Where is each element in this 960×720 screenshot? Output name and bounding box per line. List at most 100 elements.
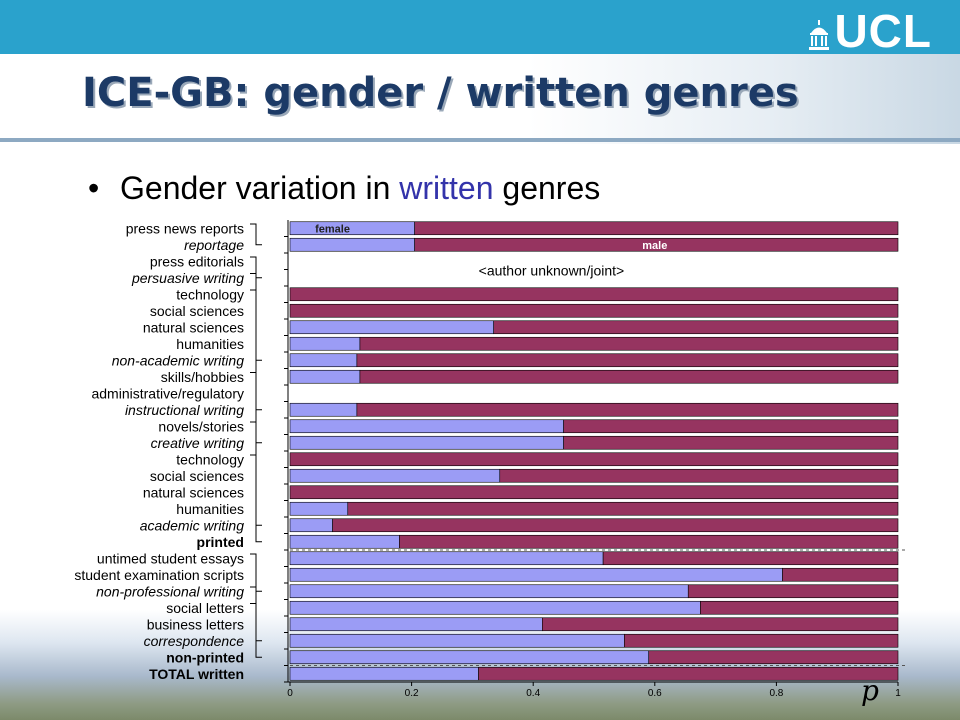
bar-male (602, 551, 899, 566)
category-label: non-academic writing (112, 352, 244, 368)
bar-female (289, 518, 333, 533)
x-tick-label: 0.8 (769, 688, 783, 699)
bullet-prefix: Gender variation in (120, 170, 400, 206)
group-bracket (250, 273, 262, 543)
category-label: novels/stories (158, 418, 244, 434)
bar-male (542, 617, 899, 632)
bullet-accent: written (399, 170, 494, 206)
title-divider (0, 138, 960, 142)
category-label: instructional writing (125, 402, 244, 418)
category-label: technology (176, 451, 244, 467)
group-bracket (250, 223, 262, 246)
bar-male (359, 369, 899, 384)
category-label: non-professional writing (96, 583, 244, 599)
bar-male (687, 584, 899, 599)
bar-male (782, 567, 899, 582)
bar-female (289, 501, 349, 516)
bar-female (289, 320, 494, 335)
category-label: non-printed (166, 649, 244, 665)
bar-female (289, 600, 701, 615)
category-label: business letters (147, 616, 244, 632)
bar-male (493, 320, 899, 335)
ucl-logo: UCL (808, 8, 932, 54)
category-label: social sciences (150, 468, 244, 484)
bullet-suffix: genres (493, 170, 601, 206)
group-bracket (250, 553, 262, 592)
x-tick-label: 0.6 (648, 688, 662, 699)
bar-male (700, 600, 899, 615)
bar-female (289, 666, 479, 681)
bar-female (289, 419, 564, 434)
category-label: TOTAL written (149, 666, 244, 682)
category-label: press editorials (150, 253, 244, 269)
bullet-text: Gender variation in written genres (120, 168, 600, 208)
bar-female (289, 650, 650, 665)
category-label: administrative/regulatory (91, 385, 244, 401)
logo-text: UCL (834, 5, 932, 57)
bar-male (399, 534, 899, 549)
bar-male (563, 435, 899, 450)
title-band (0, 54, 960, 144)
group-bracket (250, 586, 262, 658)
bar-female (289, 369, 361, 384)
category-label: humanities (176, 501, 244, 517)
bar-female (289, 633, 625, 648)
bar-male (332, 518, 899, 533)
bar-male (289, 485, 899, 500)
bar-male (359, 336, 899, 351)
bar-female (289, 353, 358, 368)
slide-title: ICE-GB: gender / written genres (82, 70, 799, 116)
legend-male-label: male (642, 240, 667, 252)
bullet-dot: • (88, 170, 100, 206)
bar-female (289, 567, 783, 582)
category-label: natural sciences (143, 319, 244, 335)
bar-female (289, 435, 564, 450)
category-label: press news reports (126, 220, 244, 236)
category-label: printed (197, 534, 244, 550)
bar-male (414, 221, 899, 236)
x-tick-label: 0.2 (405, 688, 419, 699)
category-label: natural sciences (143, 484, 244, 500)
bar-female (289, 551, 604, 566)
category-label: reportage (184, 237, 244, 253)
bar-male (289, 452, 899, 467)
bar-male (563, 419, 899, 434)
x-axis-symbol: p (861, 674, 879, 707)
group-bracket (250, 256, 262, 279)
category-label: technology (176, 286, 244, 302)
author-unknown-annotation: <author unknown/joint> (479, 263, 625, 279)
bar-female (289, 584, 689, 599)
bar-male (356, 402, 899, 417)
bar-female (289, 617, 543, 632)
bar-male (289, 287, 899, 302)
category-label: humanities (176, 336, 244, 352)
x-tick-label: 1 (895, 688, 901, 699)
legend-female-label: female (315, 223, 350, 235)
bar-male (414, 237, 899, 252)
bar-male (289, 303, 899, 318)
bar-male (478, 666, 899, 681)
category-label: correspondence (144, 633, 245, 649)
category-label: social sciences (150, 303, 244, 319)
category-label: student examination scripts (74, 567, 244, 583)
header-bar (0, 0, 960, 54)
bar-male (347, 501, 899, 516)
bar-female (289, 534, 400, 549)
category-label: persuasive writing (131, 270, 244, 286)
bar-female (289, 221, 415, 236)
bar-female (289, 402, 358, 417)
bar-male (356, 353, 899, 368)
bar-male (499, 468, 899, 483)
bar-male (648, 650, 899, 665)
category-label: social letters (166, 600, 244, 616)
x-tick-label: 0 (287, 688, 293, 699)
x-tick-label: 0.4 (526, 688, 540, 699)
bar-female (289, 336, 361, 351)
category-label: skills/hobbies (161, 369, 244, 385)
bar-female (289, 468, 501, 483)
portico-icon (809, 20, 830, 50)
category-label: creative writing (151, 435, 245, 451)
bar-male (624, 633, 899, 648)
category-label: academic writing (140, 517, 244, 533)
